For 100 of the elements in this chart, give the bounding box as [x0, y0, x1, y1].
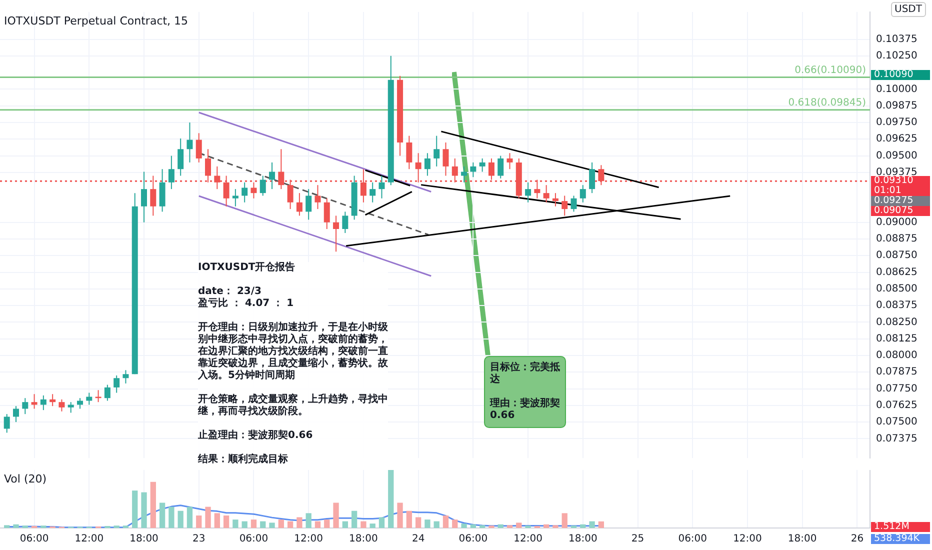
- bar: [214, 513, 220, 528]
- candlestick: [250, 182, 257, 199]
- x-tick-label: 18:00: [349, 534, 378, 545]
- candlestick: [498, 155, 504, 179]
- bar: [415, 517, 422, 528]
- bar: [442, 515, 449, 528]
- annotation: 盈亏比 ： 4.07 ： 1: [198, 298, 295, 310]
- x-tick-label: 12:00: [514, 534, 542, 545]
- bar: [342, 521, 348, 528]
- candlestick: [470, 162, 476, 178]
- bar: [452, 520, 458, 528]
- candlestick: [31, 394, 38, 410]
- bar: [4, 525, 10, 528]
- annotation: 止盈理由：斐波那契0.66: [198, 430, 314, 442]
- x-tick-label: 23: [192, 534, 206, 545]
- annotation: 理由：斐波那契0.66: [490, 398, 560, 422]
- bar: [287, 521, 294, 528]
- text: 0.10090: [871, 69, 930, 80]
- bar: [434, 521, 440, 528]
- y-tick-label: 0.09750: [876, 117, 918, 128]
- candlestick: [159, 168, 166, 212]
- text: 01:01: [871, 185, 930, 196]
- text: 538.394K: [871, 533, 930, 544]
- bar: [562, 513, 568, 528]
- y-tick-label: 0.10250: [876, 50, 918, 62]
- x-tick-label: 06:00: [20, 534, 49, 545]
- candlestick: [324, 198, 330, 230]
- chart-title: Vol (20): [4, 472, 47, 486]
- y-tick-label: 0.07625: [876, 400, 918, 412]
- bar: [314, 521, 321, 528]
- y-tick-label: 0.08750: [876, 250, 918, 262]
- candlestick: [580, 184, 586, 203]
- x-tick-label: 24: [412, 534, 425, 545]
- bar: [461, 524, 467, 528]
- annotation: 结果：顺利完成目标: [198, 454, 289, 466]
- candlestick: [141, 171, 148, 223]
- bar: [296, 517, 302, 528]
- bar: [333, 502, 339, 528]
- ref-line-label: 0.66(0.10090): [794, 64, 866, 76]
- candlestick: [22, 398, 28, 415]
- bar: [388, 470, 394, 528]
- bar: [223, 515, 230, 528]
- bar: [13, 524, 19, 528]
- annotation: 开仓策略，成交量观察，上升趋势，寻找中继，再而寻找次级阶段。: [198, 394, 388, 418]
- candlestick: [370, 182, 376, 203]
- candlestick: [479, 158, 486, 172]
- text: 0.09075: [871, 205, 930, 216]
- x-tick-label: 06:00: [458, 534, 488, 545]
- y-tick-label: 0.07375: [876, 433, 918, 444]
- candlestick: [296, 192, 302, 216]
- bar: [424, 520, 430, 528]
- bar: [506, 525, 513, 528]
- x-tick-label: 12:00: [74, 534, 104, 545]
- y-tick-label: 0.10375: [876, 34, 918, 45]
- y-tick-label: 0.07875: [876, 366, 918, 378]
- bar: [196, 515, 202, 528]
- bar: [498, 524, 504, 528]
- x-tick-label: 25: [631, 534, 644, 545]
- bar: [242, 521, 248, 528]
- ref-line-label: 0.618(0.09845): [788, 97, 866, 108]
- y-tick-label: 0.08500: [876, 284, 918, 295]
- bar: [397, 502, 403, 528]
- candlestick: [406, 135, 412, 170]
- candlestick: [58, 398, 65, 412]
- candlestick: [114, 374, 120, 394]
- bar: [132, 490, 138, 528]
- candlestick: [589, 162, 596, 194]
- candlestick: [525, 182, 532, 203]
- bar: [479, 525, 486, 528]
- y-tick-label: 0.09500: [876, 150, 918, 162]
- y-tick-label: 0.08875: [876, 234, 918, 245]
- y-axis-title: USDT: [890, 2, 926, 17]
- candlestick: [40, 394, 46, 411]
- candlestick: [186, 122, 193, 163]
- y-tick-label: 0.09625: [876, 134, 918, 145]
- candlestick: [434, 135, 440, 167]
- bar: [186, 506, 193, 528]
- annotation: 开仓理由：日级别加速拉升，于是在小时级别中继形态中寻找切入点，突破前的蓄势，在边界汇聚的地方找次级结构，突破前一直靠近突破边界，且成交量缩小，蓄势状。故入场。5分钟时间周期: [198, 322, 388, 382]
- candlestick: [13, 406, 19, 423]
- candlestick: [68, 402, 74, 414]
- candlestick: [306, 188, 312, 220]
- chart-title: IOTXUSDT Perpetual Contract, 15: [4, 14, 188, 28]
- y-tick-label: 0.09000: [876, 216, 918, 228]
- bar: [351, 510, 358, 528]
- bar: [178, 510, 184, 528]
- y-tick-label: 0.07750: [876, 383, 918, 394]
- candlestick: [104, 384, 110, 402]
- bar: [543, 524, 550, 528]
- bar: [250, 520, 257, 528]
- bar: [580, 524, 586, 528]
- candlestick: [232, 188, 238, 207]
- y-tick-label: 0.08625: [876, 266, 918, 278]
- annotation: IOTXUSDT开仓报告: [198, 262, 296, 274]
- x-tick-label: 18:00: [568, 534, 598, 545]
- bar: [260, 521, 266, 528]
- bar: [552, 525, 558, 528]
- candlestick: [461, 166, 468, 183]
- x-tick-label: 26: [850, 534, 864, 545]
- x-tick-label: 06:00: [239, 534, 268, 545]
- candlestick: [424, 152, 430, 176]
